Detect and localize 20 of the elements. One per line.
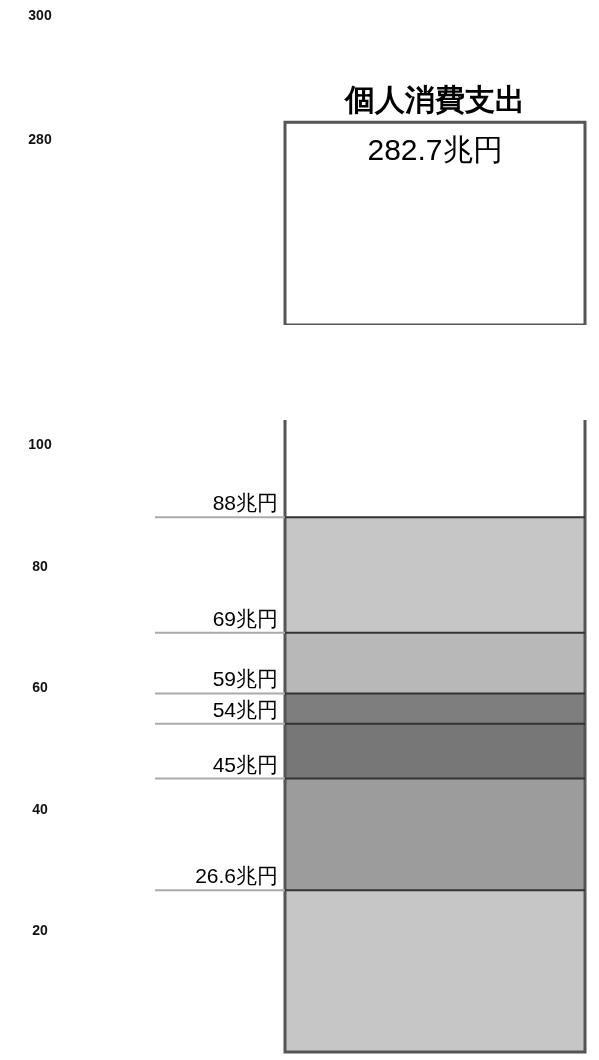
y-tick-label: 80 [32,557,48,574]
y-tick-label: 280 [28,131,52,147]
ref-line-label: 88兆円 [212,491,278,515]
ref-line-label: 69兆円 [212,606,278,630]
ref-line: 69兆円 [154,606,586,634]
y-tick-label: 300 [28,7,52,23]
ref-line: 54兆円 [154,697,586,725]
ref-line: 88兆円 [154,491,586,519]
y-tick-label: 60 [32,679,48,696]
ref-line-label: 54兆円 [212,697,278,721]
ref-line: 59兆円 [154,667,586,695]
ref-line-label: 26.6兆円 [195,864,278,888]
ref-line-label: 45兆円 [212,752,278,776]
ref-line-label: 59兆円 [212,667,278,691]
value-label: 個人消費支出 282.7兆円 [345,83,525,167]
y-tick-label: 100 [28,436,52,453]
ref-line: 45兆円 [154,752,586,780]
ref-line: 26.6兆円 [154,864,586,892]
y-tick-label: 20 [32,922,48,939]
y-tick-label: 40 [32,800,48,817]
